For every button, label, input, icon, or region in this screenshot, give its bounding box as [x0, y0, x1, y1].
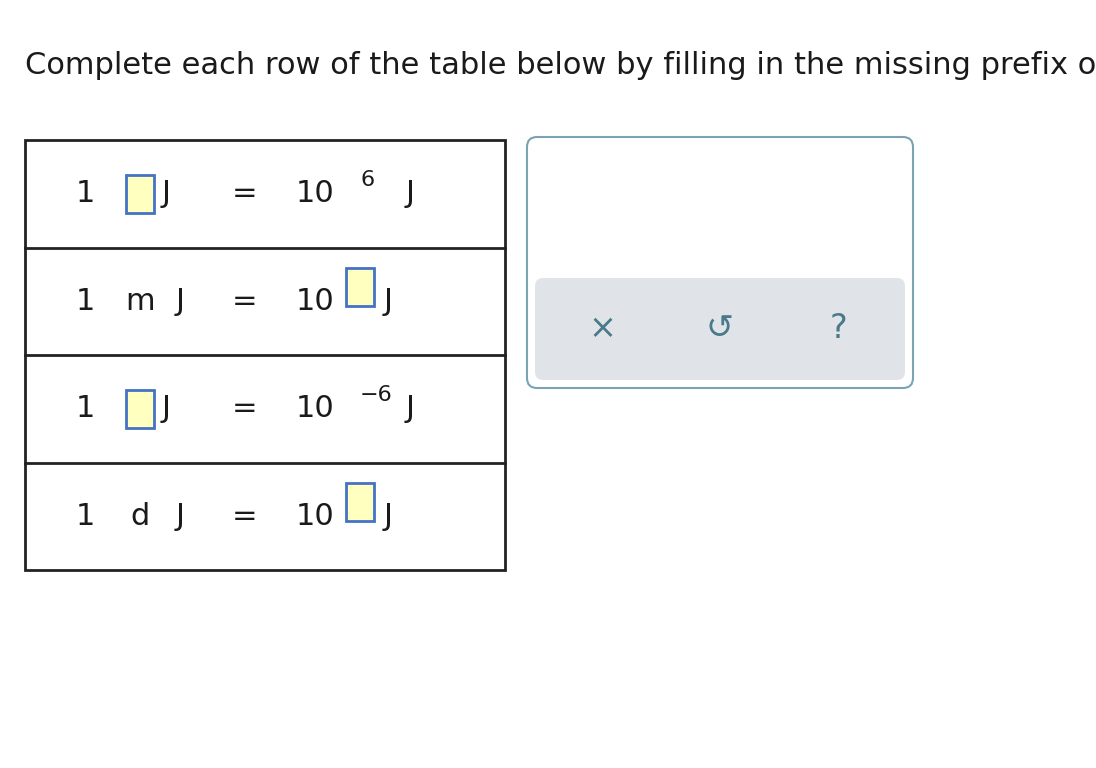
Text: ?: ? [830, 313, 847, 346]
Text: 1: 1 [76, 286, 94, 316]
Text: J: J [406, 394, 414, 423]
Text: Complete each row of the table below by filling in the missing prefix or miss: Complete each row of the table below by … [25, 51, 1096, 80]
Bar [25, 140, 505, 570]
FancyBboxPatch shape [535, 278, 905, 380]
Text: J: J [162, 394, 171, 423]
FancyBboxPatch shape [346, 268, 374, 306]
Text: =: = [232, 394, 258, 423]
Text: 10: 10 [296, 179, 334, 208]
Text: J: J [384, 502, 393, 531]
Text: ↺: ↺ [706, 313, 734, 346]
FancyBboxPatch shape [527, 137, 913, 388]
Text: 1: 1 [76, 394, 94, 423]
Text: J: J [175, 286, 184, 316]
Text: −6: −6 [359, 385, 392, 405]
Text: 1: 1 [76, 502, 94, 531]
Text: J: J [175, 502, 184, 531]
Text: J: J [384, 286, 393, 316]
Text: 10: 10 [296, 286, 334, 316]
FancyBboxPatch shape [126, 175, 155, 213]
Text: =: = [232, 286, 258, 316]
Text: J: J [162, 179, 171, 208]
Text: 1: 1 [76, 179, 94, 208]
Text: J: J [406, 179, 414, 208]
Text: μ: μ [570, 174, 598, 217]
Text: d: d [130, 502, 150, 531]
Text: =: = [232, 502, 258, 531]
FancyBboxPatch shape [126, 389, 155, 428]
Text: =: = [232, 179, 258, 208]
Text: 6: 6 [359, 170, 374, 190]
Text: ×: × [587, 313, 616, 346]
Text: 10: 10 [296, 502, 334, 531]
Text: 10: 10 [296, 394, 334, 423]
FancyBboxPatch shape [346, 483, 374, 521]
Text: m: m [125, 286, 155, 316]
